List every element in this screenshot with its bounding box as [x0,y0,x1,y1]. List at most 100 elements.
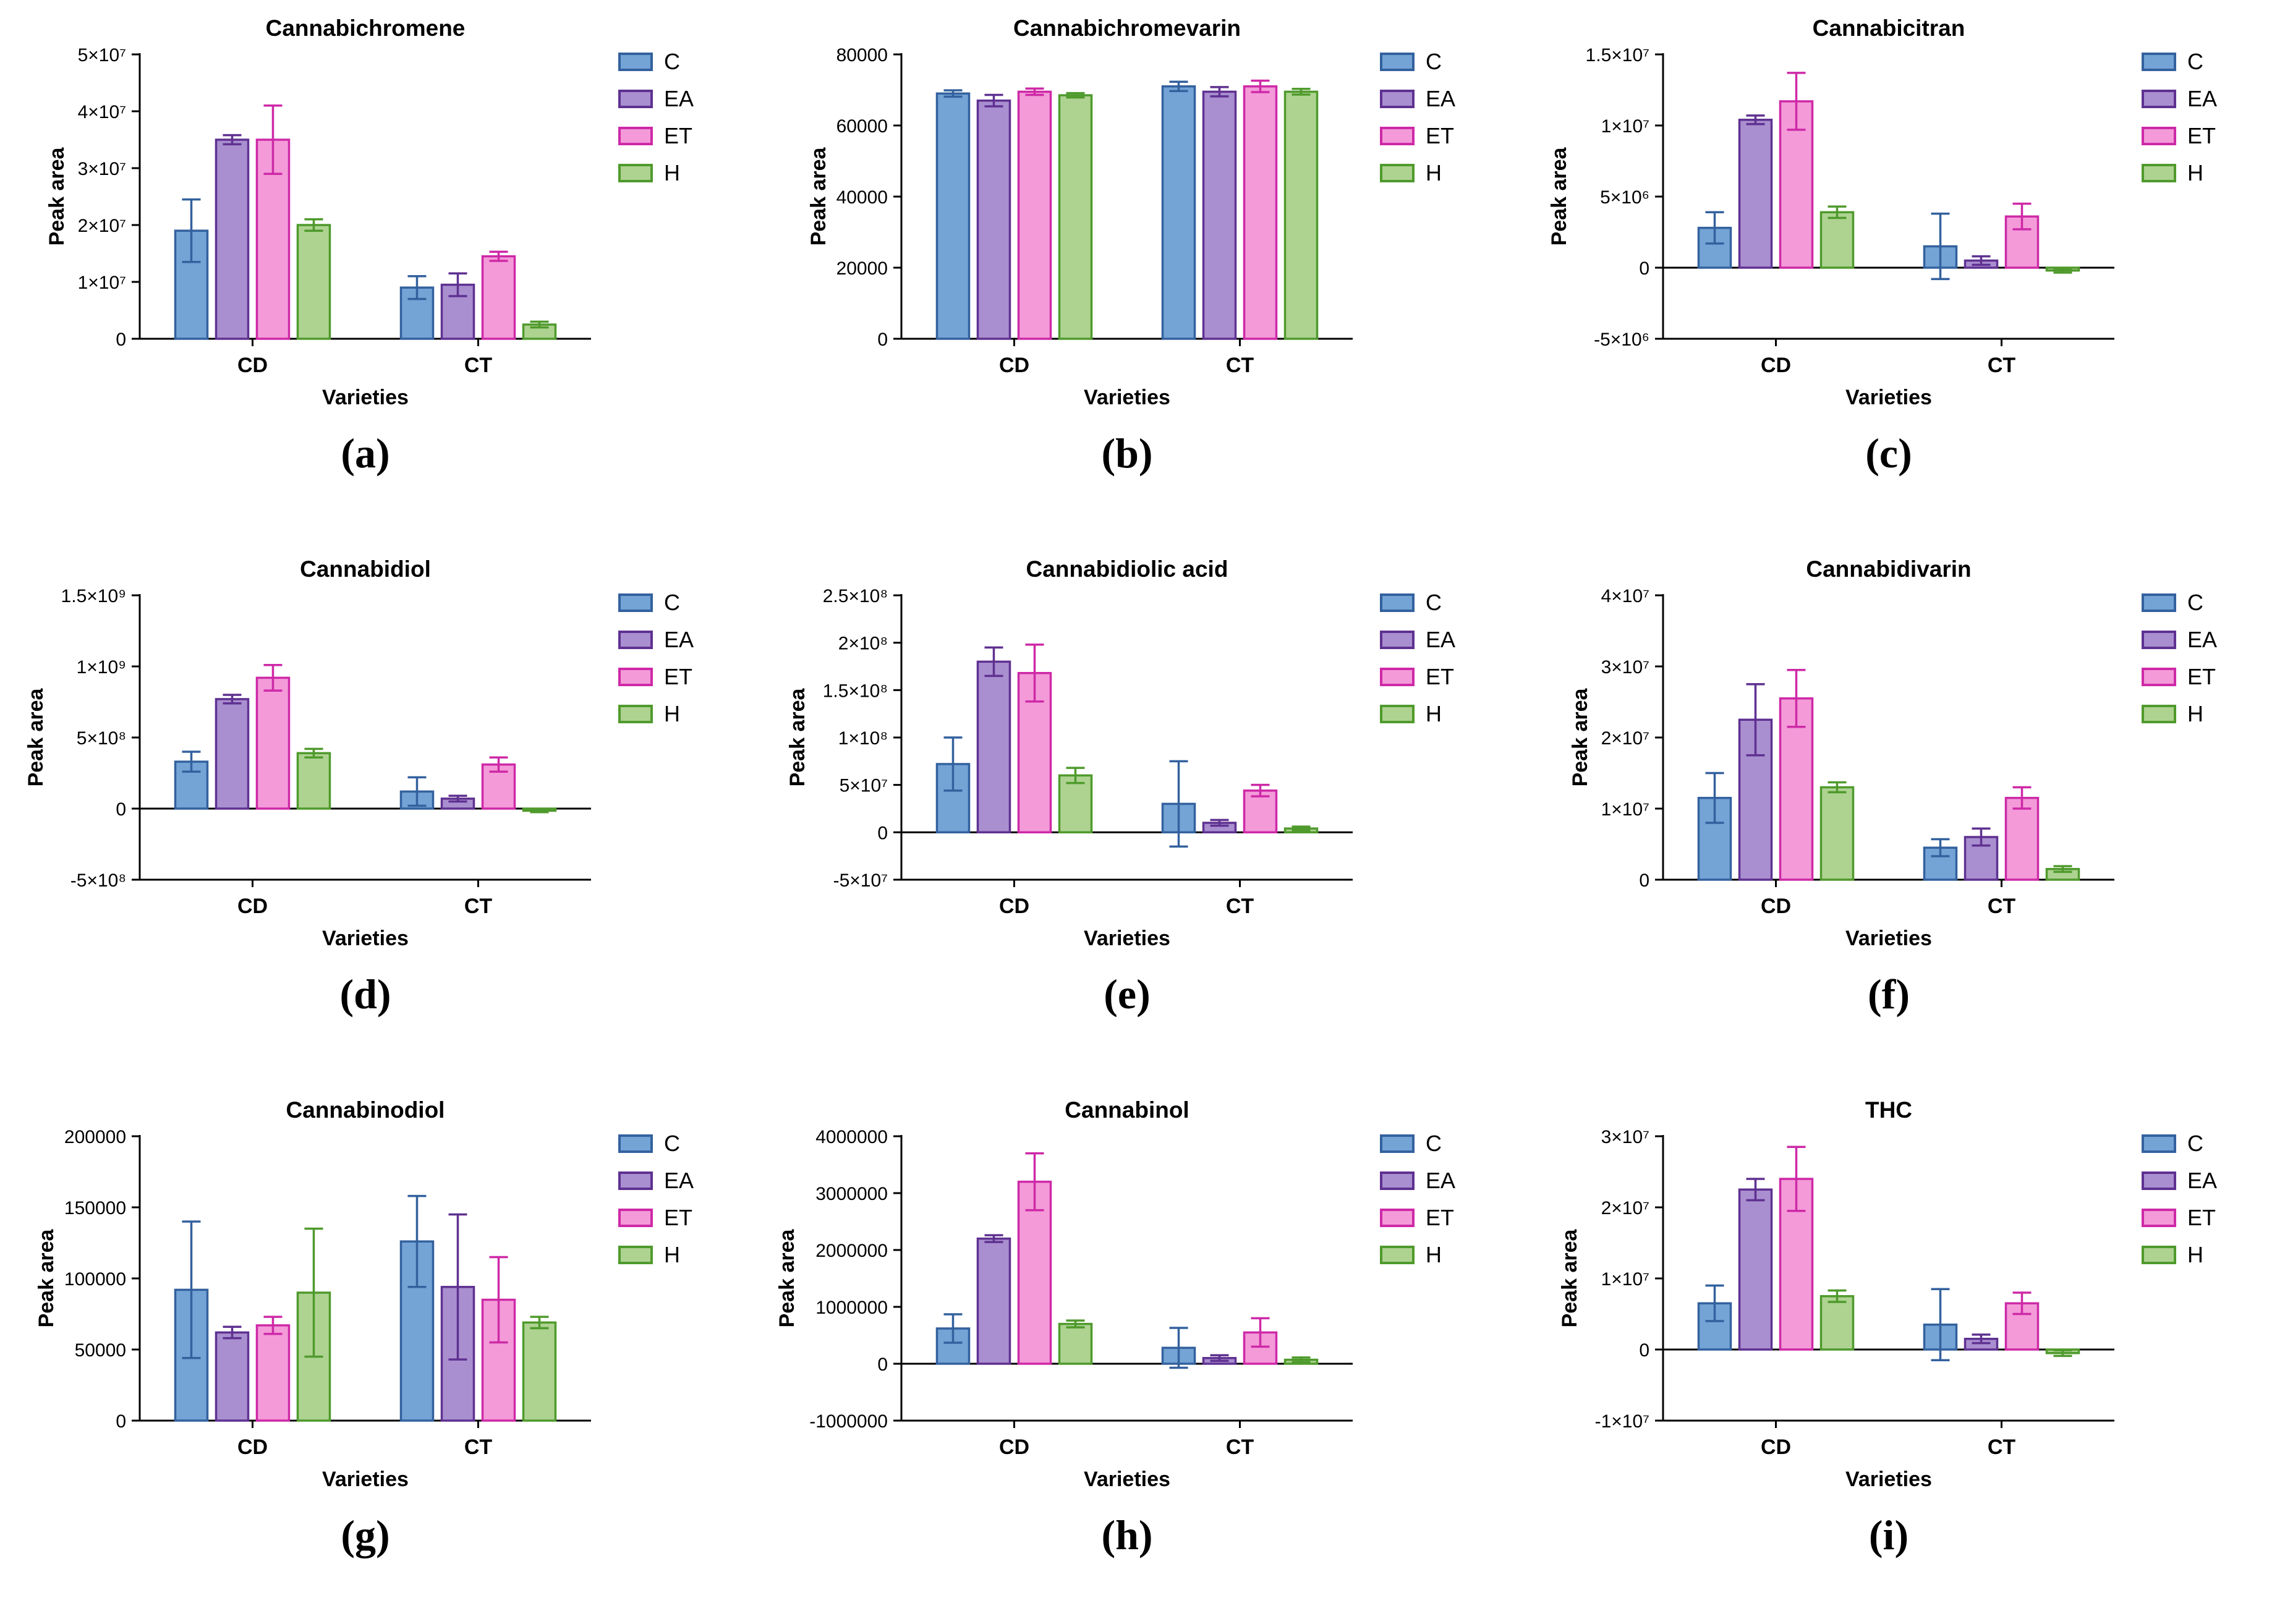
legend-entry-EA: EA [618,1170,694,1192]
legend-swatch-C [1380,53,1415,71]
legend-entry-EA: EA [1380,1170,1455,1192]
y-tick-label: 2×10⁷ [78,216,126,236]
bar-chart-cannabichromevarin: Cannabichromevarin Peak area 0 20000 40000 60… [807,15,1353,409]
bar-C-CT [399,286,435,340]
legend-swatch-C [618,53,653,71]
legend-label: H [1426,701,1442,726]
chart-and-legend: THC Peak area -1×10⁷ 0 1×10⁷ 2×10⁷ 3×10⁷ CD CT Va… [1539,1092,2285,1495]
chart-panel-b: Cannabichromevarin Peak area 0 20000 40000 60… [762,0,1523,541]
legend-swatch-C [618,593,653,612]
legend: C EA ET H [618,51,694,184]
legend-swatch-C [2142,53,2176,71]
x-axis-title: Varieties [322,1468,409,1491]
legend-label: ET [1426,123,1455,148]
legend-swatch-H [618,705,653,723]
chart-title: Cannabidiolic acid [1026,556,1228,582]
y-tick-label: 80000 [836,45,888,66]
category-label: CD [1761,354,1791,377]
bar-ET-CT [1243,85,1278,340]
bar-ET-CD [1017,1180,1052,1365]
chart-panel-i: THC Peak area -1×10⁷ 0 1×10⁷ 2×10⁷ 3×10⁷ CD CT Va… [1523,1082,2285,1623]
y-tick-label: 1.5×10⁷ [1586,45,1649,66]
bar-ET-CD [1017,90,1052,340]
y-axis-title: Peak area [778,1229,799,1328]
panel-letter: (a) [341,430,390,477]
bar-H-CD [1058,1322,1093,1365]
y-axis-title: Peak area [1558,1229,1581,1328]
y-tick-label: 1000000 [815,1298,888,1318]
category-label: CT [1226,1435,1254,1459]
legend-label: C [2187,590,2203,615]
legend-label: ET [2187,664,2216,689]
panel-letter: (c) [1865,430,1912,477]
x-axis-title: Varieties [1845,386,1932,409]
legend: C EA ET H [2142,51,2217,184]
legend-entry-C: C [2142,51,2217,73]
bar-chart-cannabinol: Cannabinol Peak area -1000000 0 1000000 20000… [778,1097,1353,1491]
legend-label: EA [664,1168,694,1193]
bar-EA-CD [215,138,250,340]
legend-entry-C: C [1380,1133,1455,1155]
chart-panel-c: Cannabicitran Peak area -5×10⁶ 0 5×10⁶ 1×10⁷ 1… [1523,0,2285,541]
bar-ET-CT [481,255,516,340]
legend-entry-H: H [1380,703,1455,725]
legend-label: C [2187,1131,2203,1156]
category-label: CT [464,895,493,918]
legend-entry-C: C [2142,1133,2217,1155]
legend-label: EA [1426,86,1456,111]
legend-entry-H: H [2142,162,2217,184]
y-tick-label: 5×10⁸ [77,728,126,749]
bar-chart-cannabidiolic-acid: Cannabidiolic acid Peak area -5×10⁷ 0 5×10⁷ 1… [786,556,1353,950]
legend-swatch-C [618,1134,653,1153]
bar-EA-CD [1738,1188,1773,1351]
legend-label: C [1426,49,1442,74]
bar-H-CD [1819,211,1855,269]
y-axis-title: Peak area [1547,147,1571,246]
legend-entry-H: H [618,162,694,184]
legend-swatch-H [2142,164,2176,182]
legend-entry-H: H [1380,1244,1455,1266]
y-axis-title: Peak area [1568,688,1592,787]
y-tick-label: 200000 [64,1127,126,1147]
chart-panel-h: Cannabinol Peak area -1000000 0 1000000 20000… [762,1082,1523,1623]
legend-swatch-EA [618,631,653,649]
category-label: CT [1226,354,1254,377]
legend-swatch-EA [618,90,653,108]
y-tick-label: 5×10⁷ [78,45,126,66]
legend-entry-H: H [1380,162,1455,184]
chart-panel-a: Cannabichromene Peak area 0 1×10⁷ 2×10⁷ 3×10⁷… [0,0,762,541]
chart-and-legend: Cannabichromene Peak area 0 1×10⁷ 2×10⁷ 3×10⁷… [16,10,762,413]
y-tick-label: 0 [116,329,126,350]
chart-and-legend: Cannabinol Peak area -1000000 0 1000000 20000… [778,1092,1523,1495]
legend-swatch-C [1380,1134,1415,1153]
chart-panel-d: Cannabidiol Peak area -5×10⁸ 0 5×10⁸ 1×10⁹ 1.5… [0,541,762,1082]
bar-ET-CD [1779,100,1814,269]
bar-chart-thc: THC Peak area -1×10⁷ 0 1×10⁷ 2×10⁷ 3×10⁷ CD CT Va… [1558,1097,2114,1491]
legend-swatch-EA [2142,1171,2176,1190]
legend: C EA ET H [618,1133,694,1266]
chart-and-legend: Cannabidivarin Peak area 0 1×10⁷ 2×10⁷ 3×10⁷ 4… [1539,551,2285,954]
legend-entry-ET: ET [2142,666,2217,688]
y-tick-label: 1.5×10⁹ [61,586,126,606]
bar-H-CT [522,1321,557,1422]
legend-swatch-EA [2142,631,2176,649]
category-label: CT [1988,354,2016,377]
legend-entry-H: H [618,703,694,725]
legend-swatch-EA [1380,1171,1415,1190]
legend-entry-EA: EA [2142,88,2217,110]
x-axis-title: Varieties [1845,1468,1932,1491]
legend-entry-ET: ET [618,1207,694,1229]
panel-letter: (i) [1868,1511,1909,1558]
chart-title: Cannabinodiol [286,1097,445,1123]
legend-swatch-EA [2142,90,2176,108]
y-tick-label: 0 [1639,1340,1649,1361]
legend-entry-EA: EA [2142,629,2217,651]
x-axis-title: Varieties [1845,927,1932,950]
bar-EA-CD [215,1331,250,1422]
legend-label: H [2187,1242,2203,1267]
y-tick-label: 20000 [836,258,888,279]
legend-label: H [1426,160,1442,185]
y-tick-label: -1×10⁷ [1595,1411,1649,1432]
bar-chart-cannabinodiol: Cannabinodiol Peak area 0 50000 100000 150000… [35,1097,591,1491]
legend-label: EA [2187,86,2218,111]
